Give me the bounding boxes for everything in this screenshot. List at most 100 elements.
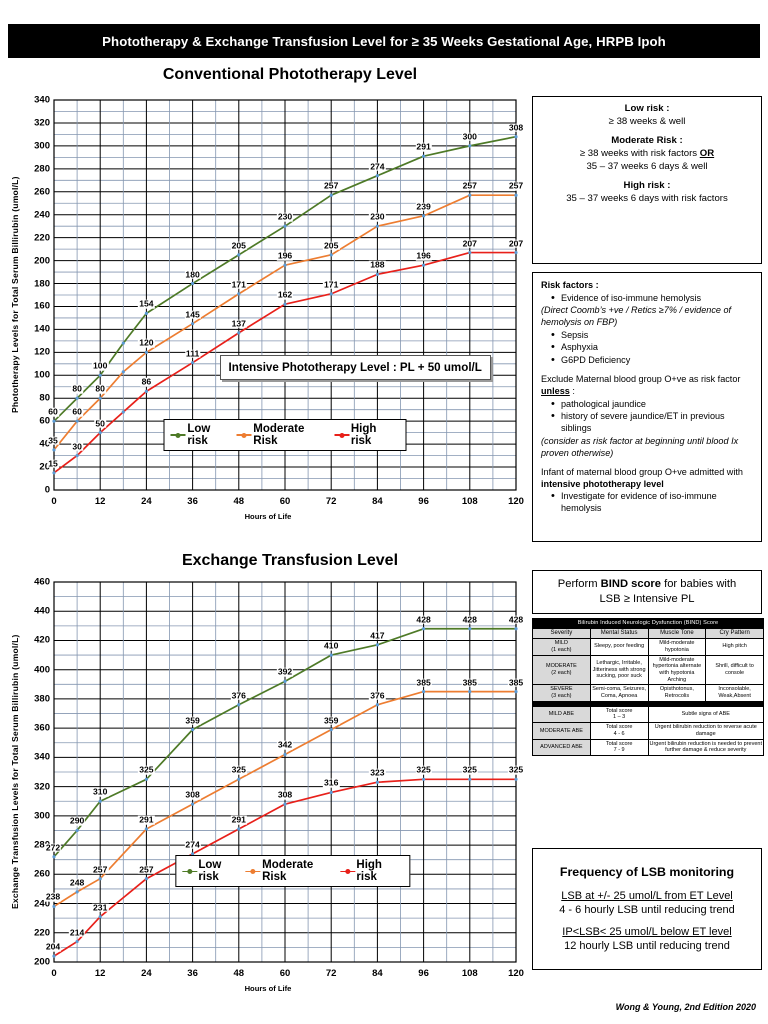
x-axis-tick: 12: [94, 496, 106, 507]
data-label: 385: [461, 677, 478, 688]
abe-score-1: Total score 4 - 6: [589, 722, 649, 740]
y-axis-tick: 320: [34, 781, 50, 793]
bind-score-header-panel: Perform BIND score for babies with LSB ≥…: [532, 570, 762, 614]
data-label: 180: [184, 269, 201, 280]
infant-text-a: Infant of maternal blood group O+ve admi…: [541, 466, 743, 477]
y-axis-tick: 280: [34, 839, 50, 851]
x-axis-tick: 120: [508, 496, 524, 507]
data-label: 410: [323, 640, 340, 651]
abe-table-row: ADVANCED ABE Total score 7 - 9 Urgent bilir…: [532, 738, 764, 756]
data-label: 325: [461, 765, 478, 775]
abe-table-row: MILD ABE Total score 1 – 3 Subtle signs of …: [532, 705, 764, 724]
x-axis-tick: 60: [279, 968, 291, 979]
infant-list: Investigate for evidence of iso-immune h…: [541, 489, 753, 514]
y-axis-tick: 280: [34, 163, 50, 175]
y-axis-tick: 260: [34, 868, 50, 880]
exchange-transfusion-chart: Exchange Transfusion Levels for Total Se…: [8, 570, 528, 1010]
x-axis-tick: 84: [372, 968, 383, 979]
legend-item-high-risk: High risk: [340, 859, 403, 883]
risk-factors-title: Risk factors :: [541, 280, 599, 290]
risk-definitions-panel: Low risk : ≥ 38 weeks & well Moderate Ri…: [532, 96, 762, 264]
x-axis-tick: 36: [187, 968, 198, 979]
chart1-plot: [52, 99, 518, 491]
bind-table-title-row: Bilirubin Induced Neurologic Dysfunction…: [532, 618, 764, 629]
y-axis-tick: 220: [34, 927, 50, 939]
data-label: 230: [369, 211, 386, 222]
y-axis-tick: 160: [34, 300, 50, 312]
panel-spacer: [541, 128, 753, 135]
data-label: 257: [323, 180, 340, 191]
y-axis-tick: 120: [34, 346, 50, 358]
x-axis-tick: 0: [51, 496, 57, 507]
data-label: 15: [47, 458, 59, 469]
bind-header-line1: Perform BIND score for babies with: [541, 577, 753, 592]
data-label: 417: [369, 630, 386, 641]
infant-maternal-text: Infant of maternal blood group O+ve admi…: [541, 466, 753, 490]
lsb-monitoring-panel: Frequency of LSB monitoring LSB at +/- 2…: [532, 848, 762, 970]
data-label: 50: [94, 418, 106, 429]
x-axis-tick: 24: [141, 496, 152, 507]
y-axis-tick: 200: [34, 255, 50, 267]
y-axis-tick: 320: [34, 117, 50, 129]
data-label: 171: [323, 279, 340, 290]
y-axis-tick: 240: [34, 898, 50, 910]
x-axis-tick: 108: [461, 968, 478, 979]
panel-spacer: [541, 173, 753, 180]
legend-label-high-risk: High risk: [356, 859, 382, 884]
data-label: 80: [94, 383, 106, 394]
exclude-text-a: Exclude Maternal blood group O+ve as ris…: [541, 374, 741, 384]
bind-score-table: Bilirubin Induced Neurologic Dysfunction…: [532, 618, 764, 756]
y-axis-tick: 300: [34, 140, 50, 152]
conventional-phototherapy-chart: Phototherapy Levels for Total Serum Bill…: [8, 92, 528, 542]
y-axis-tick: 300: [34, 810, 50, 822]
data-label: 188: [369, 260, 386, 271]
data-label: 428: [415, 614, 432, 625]
legend-item-moderate-risk: Moderate Risk: [245, 859, 337, 883]
data-label: 100: [92, 360, 109, 371]
lsb-rule2-text: 12 hourly LSB until reducing trend: [564, 940, 730, 953]
footer-credit: Wong & Young, 2nd Edition 2020: [615, 1002, 756, 1012]
data-label: 171: [230, 279, 247, 290]
data-label: 248: [68, 877, 86, 888]
bind-header-c: for babies with: [660, 578, 737, 591]
legend-marker-moderate-risk-icon: [245, 867, 262, 876]
y-axis-tick: 340: [34, 94, 50, 106]
data-label: 342: [276, 740, 294, 751]
data-label: 308: [507, 122, 525, 133]
banner-title: Phototherapy & Exchange Transfusion Leve…: [102, 33, 666, 49]
y-axis-tick: 360: [34, 722, 50, 734]
data-label: 239: [415, 201, 432, 212]
bind-header-a: Perform: [557, 578, 601, 591]
panel-spacer: [541, 366, 753, 373]
low-risk-text: ≥ 38 weeks & well: [608, 115, 686, 127]
data-label: 291: [230, 814, 247, 825]
page-title-banner: Phototherapy & Exchange Transfusion Leve…: [8, 24, 760, 58]
lsb-rule1-title: LSB at +/- 25 umol/L from ET Level: [561, 889, 733, 902]
data-label: 204: [44, 941, 62, 952]
high-risk-title: High risk :: [623, 180, 671, 192]
x-axis-tick: 108: [461, 496, 478, 507]
bind-header-1: Mental Status: [589, 627, 649, 640]
moderate-risk-or: OR: [699, 147, 715, 159]
list-item: pathological jaundice: [551, 397, 753, 412]
data-label: 60: [71, 406, 83, 417]
x-axis-tick: 120: [508, 968, 524, 979]
infant-text-b: intensive phototherapy level: [541, 478, 664, 489]
legend-marker-low-risk-icon: [182, 867, 198, 876]
lsb-panel-title: Frequency of LSB monitoring: [559, 865, 735, 880]
data-label: 86: [140, 377, 153, 388]
bind-header-b: BIND score: [600, 578, 661, 591]
legend-item-high-risk: High risk: [334, 423, 399, 447]
bind-header-line2: LSB ≥ Intensive PL: [599, 593, 695, 605]
list-item: G6PD Deficiency: [551, 353, 753, 368]
risk-factors-panel: Risk factors : Evidence of iso-immune he…: [532, 272, 762, 542]
data-label: 323: [369, 767, 386, 778]
x-axis-tick: 48: [233, 968, 245, 979]
y-axis-tick: 20: [39, 461, 50, 473]
data-label: 80: [71, 383, 83, 394]
risk-factors-rest-list: Sepsis Asphyxia G6PD Deficiency: [541, 328, 753, 368]
x-axis-tick: 96: [418, 496, 429, 507]
low-risk-title: Low risk :: [624, 103, 670, 114]
x-axis-tick: 24: [141, 968, 152, 979]
legend-label-high-risk: High risk: [350, 422, 377, 447]
